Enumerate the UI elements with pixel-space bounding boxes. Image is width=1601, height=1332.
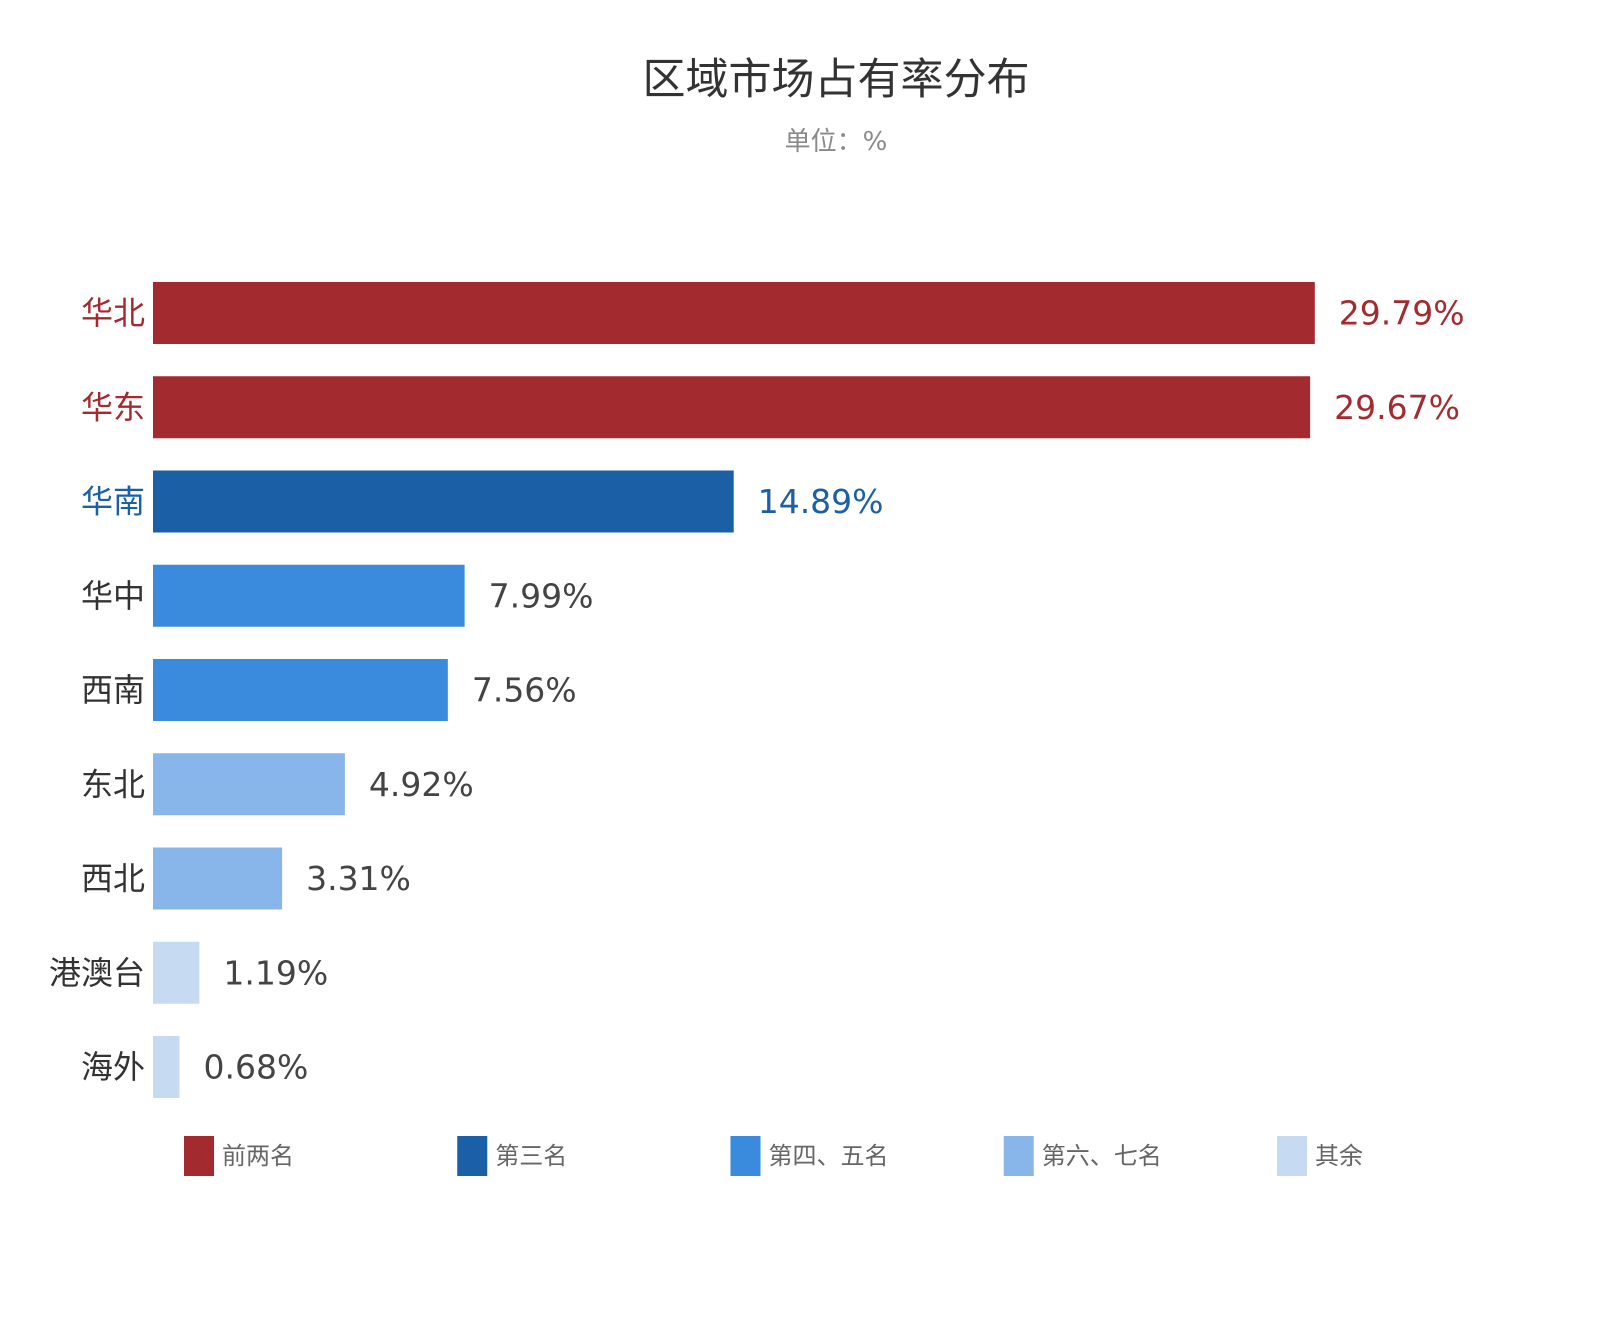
value-label-2: 29.67% (1334, 388, 1460, 427)
bar-9 (153, 1036, 180, 1098)
legend-item-4: 第六、七名 (1003, 1136, 1162, 1176)
legend-label-1: 前两名 (222, 1142, 294, 1170)
legend-swatch-2 (457, 1136, 488, 1176)
bar-2 (153, 376, 1311, 439)
category-label-6: 东北 (81, 765, 145, 803)
legend-label-4: 第六、七名 (1042, 1142, 1162, 1170)
legend-item-3: 第四、五名 (730, 1136, 889, 1176)
legend-item-5: 其余 (1277, 1136, 1363, 1176)
category-label-8: 港澳台 (49, 954, 145, 992)
value-label-5: 7.56% (472, 671, 577, 710)
bar-3 (153, 470, 734, 533)
category-label-4: 华中 (81, 577, 145, 615)
value-label-8: 1.19% (223, 953, 328, 992)
bar-7 (153, 847, 283, 910)
bar-8 (153, 941, 200, 1004)
value-label-4: 7.99% (489, 576, 594, 615)
legend-swatch-4 (1003, 1136, 1034, 1176)
category-label-1: 华北 (81, 294, 145, 332)
value-label-9: 0.68% (204, 1048, 309, 1087)
legend-swatch-3 (730, 1136, 761, 1176)
chart-title: 区域市场占有率分布 (643, 55, 1030, 105)
legend-swatch-5 (1277, 1136, 1307, 1176)
bar-1 (153, 282, 1315, 344)
bar-4 (153, 564, 465, 627)
legend-item-2: 第三名 (457, 1136, 567, 1176)
legend-label-2: 第三名 (495, 1142, 567, 1170)
legend-item-1: 前两名 (184, 1136, 294, 1176)
legend-label-3: 第四、五名 (769, 1142, 889, 1170)
category-label-3: 华南 (81, 483, 145, 521)
bar-5 (153, 659, 448, 721)
category-label-7: 西北 (81, 860, 145, 898)
bar-6 (153, 753, 345, 816)
legend-label-5: 其余 (1315, 1142, 1363, 1170)
value-label-1: 29.79% (1339, 294, 1465, 333)
value-label-7: 3.31% (306, 859, 411, 898)
bars-group: 华北 29.79% 华东 29.67% 华南 14.89% 华中 7.99% 西南 7.56% 东北… (49, 282, 1465, 1098)
category-label-2: 华东 (81, 388, 145, 426)
legend: 前两名 第三名 第四、五名 第六、七名 其余 (184, 1136, 1363, 1176)
category-label-9: 海外 (81, 1048, 145, 1086)
chart-subtitle: 单位：% (785, 127, 888, 157)
legend-swatch-1 (184, 1136, 214, 1176)
value-label-3: 14.89% (758, 482, 884, 521)
category-label-5: 西南 (81, 671, 145, 709)
value-label-6: 4.92% (369, 765, 474, 804)
